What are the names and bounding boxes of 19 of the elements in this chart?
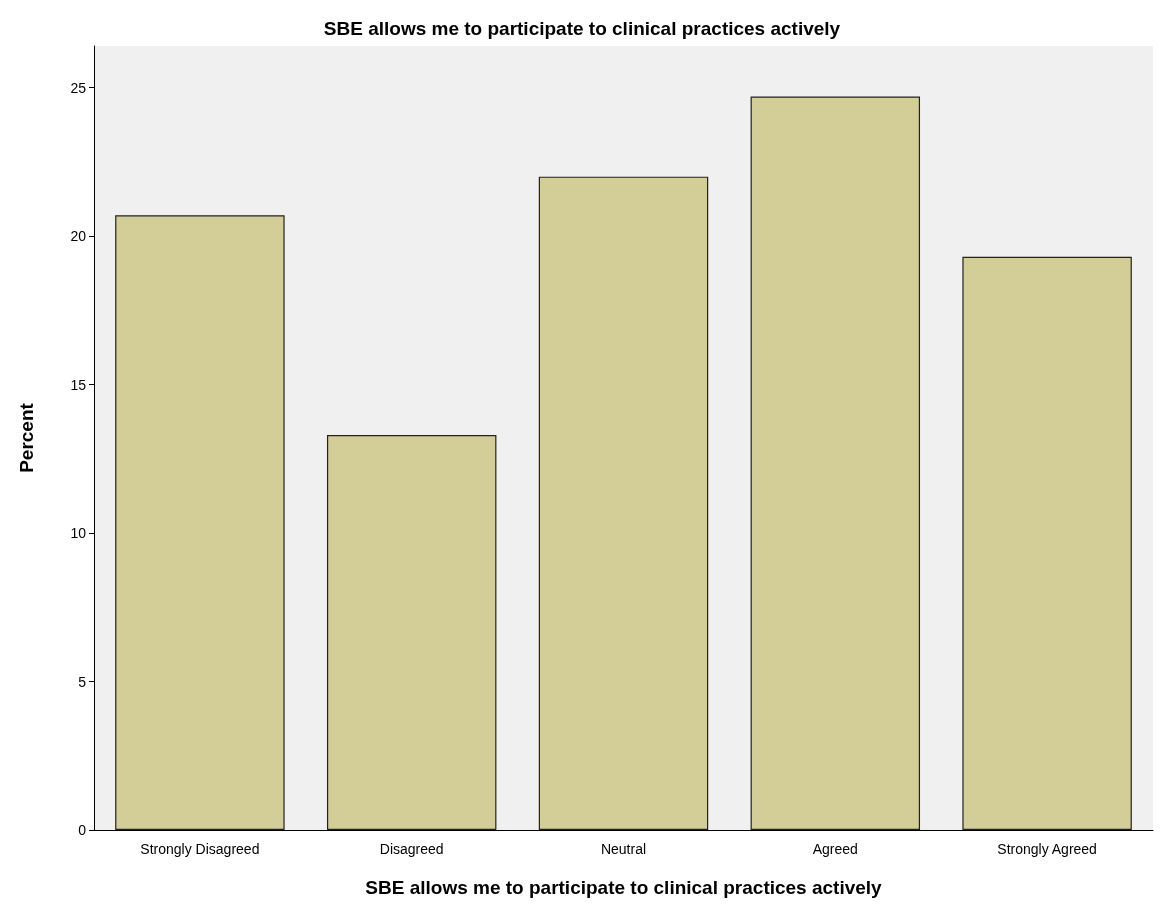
x-axis-title: SBE allows me to participate to clinical practices actively: [365, 877, 883, 898]
x-tick-label: Neutral: [600, 841, 647, 857]
y-tick-label: 20: [70, 228, 87, 245]
bar: [115, 215, 285, 830]
y-tick-label: 5: [78, 673, 87, 690]
y-tick-label: 25: [70, 79, 87, 96]
y-tick-label: 0: [78, 822, 87, 838]
bar: [962, 256, 1132, 830]
bar: [326, 435, 497, 830]
y-tick-label: 10: [70, 525, 87, 542]
bar: [538, 176, 709, 830]
bar: [750, 96, 921, 830]
x-tick-label: Strongly Agreed: [997, 841, 1097, 857]
y-tick-label: 15: [70, 376, 87, 393]
x-tick-label: Strongly Disagreed: [140, 841, 260, 857]
y-axis-title: Percent: [16, 402, 37, 473]
chart-title: SBE allows me to participate to clinical practices actively: [323, 18, 841, 39]
x-tick-label: Agreed: [812, 841, 858, 857]
x-tick-label: Disagreed: [379, 841, 444, 857]
